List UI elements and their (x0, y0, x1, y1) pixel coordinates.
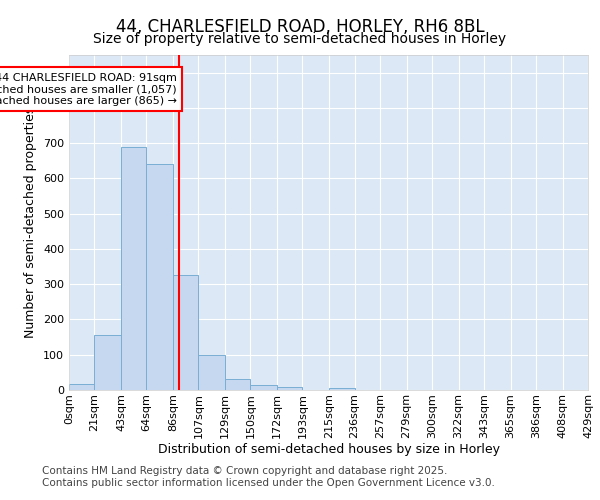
Bar (250, 384, 277, 390)
Bar (199, 354, 225, 390)
Bar (121, 146, 146, 390)
X-axis label: Distribution of semi-detached houses by size in Horley: Distribution of semi-detached houses by … (157, 444, 499, 456)
Bar (329, 388, 355, 390)
Bar (146, 164, 173, 390)
Bar (277, 387, 302, 390)
Bar (225, 380, 250, 390)
Text: 44 CHARLESFIELD ROAD: 91sqm
← 54% of semi-detached houses are smaller (1,057)
  : 44 CHARLESFIELD ROAD: 91sqm ← 54% of sem… (0, 72, 176, 106)
Y-axis label: Number of semi-detached properties: Number of semi-detached properties (25, 107, 37, 338)
Text: Contains HM Land Registry data © Crown copyright and database right 2025.
Contai: Contains HM Land Registry data © Crown c… (42, 466, 495, 487)
Bar (173, 276, 199, 390)
Bar (69, 384, 94, 390)
Text: Size of property relative to semi-detached houses in Horley: Size of property relative to semi-detach… (94, 32, 506, 46)
Text: 44, CHARLESFIELD ROAD, HORLEY, RH6 8BL: 44, CHARLESFIELD ROAD, HORLEY, RH6 8BL (116, 18, 484, 36)
Bar (94, 336, 121, 390)
